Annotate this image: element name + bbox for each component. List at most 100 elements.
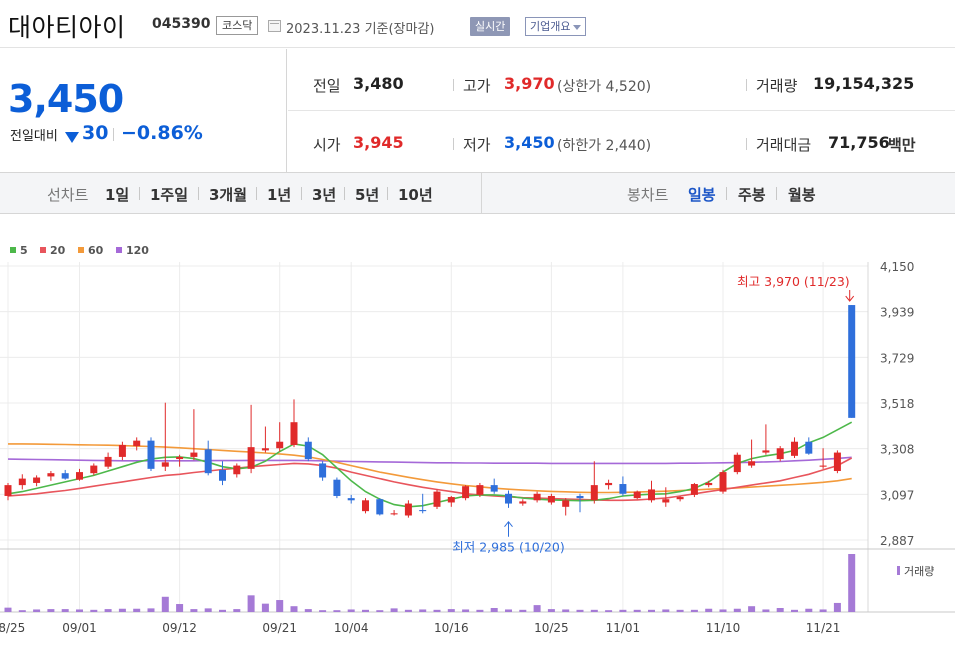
x-tick-label: 09/01 — [62, 621, 97, 635]
volume-bar — [18, 610, 26, 612]
company-overview-label: 기업개요 — [530, 20, 571, 33]
volume-bar — [748, 606, 756, 612]
volume-bar — [419, 609, 427, 612]
volume-bar — [247, 595, 255, 612]
volume-bar — [219, 609, 226, 612]
volume-bar — [61, 609, 69, 612]
max-annotation: 최고 3,970 (11/23) — [737, 274, 850, 289]
tab-1w[interactable]: 1주일 — [150, 186, 189, 204]
as-of-date: 2023.11.23 기준(장마감) — [286, 22, 435, 37]
price-chart[interactable]: 4,150 3,939 3,729 3,518 3,308 3,097 2,887 08/25… — [0, 214, 955, 650]
y-tick-label: 3,729 — [880, 351, 914, 365]
y-tick-label: 3,939 — [880, 306, 914, 320]
prev-close-label: 전일 — [313, 77, 341, 95]
tab-3m[interactable]: 3개월 — [209, 186, 248, 204]
stock-code: 045390 — [152, 16, 211, 32]
candle-body — [433, 491, 441, 507]
tab-monthly[interactable]: 월봉 — [788, 186, 816, 204]
candle-body — [376, 499, 384, 515]
max-arrow-head — [845, 295, 855, 302]
chevron-down-icon — [573, 24, 582, 30]
volume-bar — [261, 603, 269, 612]
volume-bar — [447, 609, 455, 612]
candle-body — [204, 449, 212, 474]
divider — [256, 187, 257, 200]
candle-body — [247, 447, 255, 469]
divider — [746, 79, 747, 91]
volume-bar — [362, 609, 369, 612]
candle-body — [662, 499, 670, 503]
volume-bar — [633, 609, 641, 612]
candle-body — [319, 463, 327, 478]
change-rate: −0.86% — [121, 122, 203, 144]
volume-bar — [476, 609, 484, 612]
x-tick-label: 10/04 — [334, 621, 369, 635]
candle-body — [4, 485, 12, 496]
company-overview-dropdown[interactable]: 기업개요 — [525, 17, 587, 36]
legend-swatch — [40, 247, 46, 253]
x-tick-label: 11/10 — [706, 621, 741, 635]
divider — [198, 187, 199, 200]
volume-bar — [33, 609, 41, 612]
candle-body — [490, 485, 498, 492]
volume-bar — [490, 608, 498, 612]
legend-label: 5 — [20, 244, 28, 257]
amount-label: 거래대금 — [756, 136, 812, 154]
volume-bar — [533, 605, 541, 612]
volume-bar — [333, 610, 341, 612]
divider — [139, 187, 140, 200]
tab-weekly[interactable]: 주봉 — [738, 186, 766, 204]
tab-1d[interactable]: 1일 — [105, 186, 130, 204]
period-tabs: 선차트 1일 1주일 3개월 1년 3년 5년 10년 봉차트 일봉 주봉 월봉 — [0, 173, 955, 214]
stock-header: 대아티아이 045390 코스닥 2023.11.23 기준(장마감) 실시간 … — [0, 0, 955, 48]
legend-swatch — [10, 247, 16, 253]
candle-body — [776, 448, 784, 460]
down-triangle-icon — [65, 132, 79, 143]
candle-body — [619, 484, 627, 494]
candle-body — [462, 486, 470, 499]
candle-body — [90, 465, 98, 474]
volume-bar — [190, 609, 198, 612]
low-value: 3,450 — [504, 133, 555, 152]
volume-legend-label: 거래량 — [904, 565, 934, 578]
candle-body — [447, 497, 455, 503]
current-price-box: 3,450 전일대비 30 −0.86% — [0, 49, 287, 173]
tab-daily[interactable]: 일봉 — [688, 186, 716, 204]
candle-body — [104, 456, 112, 467]
min-arrow-head — [504, 520, 513, 528]
volume-bar — [590, 609, 598, 612]
tab-3y[interactable]: 3년 — [312, 186, 337, 204]
divider — [746, 138, 747, 150]
tab-10y[interactable]: 10년 — [398, 186, 433, 204]
legend-label: 120 — [126, 244, 149, 257]
legend-swatch — [116, 247, 122, 253]
volume-bar — [562, 609, 570, 612]
prev-close-value: 3,480 — [353, 74, 404, 93]
change-label: 전일대비 — [10, 129, 58, 144]
amount-unit: 백만 — [888, 136, 916, 154]
x-tick-label: 09/12 — [162, 621, 197, 635]
upper-limit: (상한가 4,520) — [557, 79, 652, 95]
stock-name: 대아티아이 — [8, 13, 126, 42]
volume-value: 19,154,325 — [813, 74, 915, 93]
candle-body — [233, 465, 241, 475]
candle-body — [605, 482, 613, 486]
x-tick-label: 08/25 — [0, 621, 25, 635]
candlestick-chart: 4,150 3,939 3,729 3,518 3,308 3,097 2,887 08/25… — [0, 244, 955, 635]
realtime-button[interactable]: 실시간 — [470, 17, 511, 36]
volume-bar — [118, 608, 126, 612]
candle-body — [190, 452, 198, 457]
y-tick-label: 3,097 — [880, 488, 914, 502]
tab-1y[interactable]: 1년 — [267, 186, 292, 204]
divider — [481, 173, 482, 214]
volume-bar — [347, 609, 355, 612]
volume-bar — [519, 609, 527, 612]
candle-body — [404, 503, 412, 516]
candle-body — [562, 500, 570, 507]
divider — [453, 79, 454, 91]
volume-bar — [733, 608, 741, 612]
tab-5y[interactable]: 5년 — [355, 186, 380, 204]
legend-label: 20 — [50, 244, 66, 257]
candle-body — [261, 448, 269, 451]
candle-body — [347, 498, 355, 501]
